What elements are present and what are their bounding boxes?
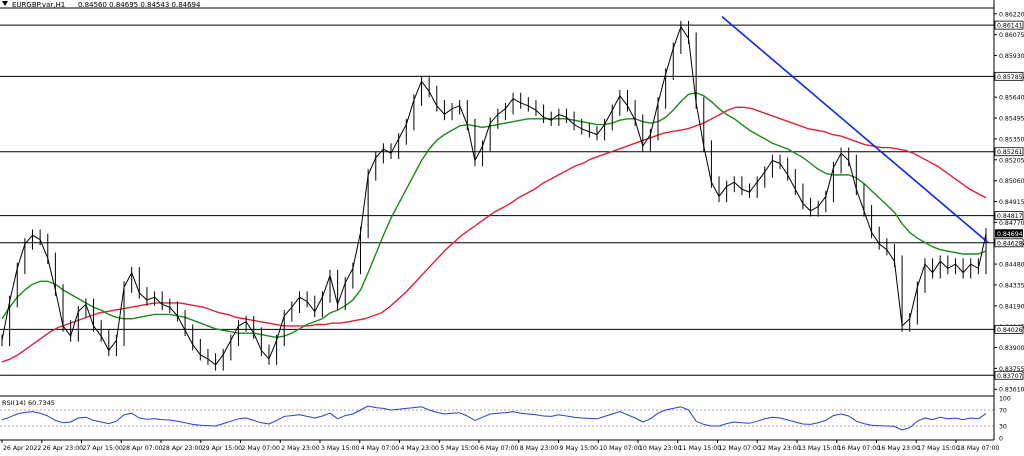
current-price-tag (995, 229, 1023, 238)
price-tick-label: 0.85930 (999, 53, 1024, 60)
time-tick-label: 12 May 23:00 (758, 445, 800, 452)
time-tick-label: 18 May 07:00 (957, 445, 999, 452)
price-tick-label: 0.85205 (999, 157, 1024, 164)
time-tick-label: 29 Apr 15:00 (202, 445, 242, 452)
price-tick-label: 0.85495 (999, 116, 1024, 123)
price-line (1, 25, 987, 366)
price-tick-label: 0.84770 (999, 220, 1024, 227)
level-price-label: 0.85261 (997, 149, 1023, 156)
price-tick-label: 0.85640 (999, 95, 1024, 102)
level-price-tag (994, 20, 1024, 30)
level-price-label: 0.83707 (997, 373, 1023, 380)
price-tick-label: 0.83755 (999, 366, 1024, 373)
time-tick-label: 10 May 07:00 (599, 445, 641, 452)
ma-fast-series (1, 92, 987, 339)
level-price-label: 0.86141 (997, 23, 1023, 30)
time-tick-label: 13 May 15:00 (798, 445, 840, 452)
level-price-label: 0.84026 (997, 327, 1023, 334)
time-tick-label: 26 Apr 2022 (3, 445, 41, 452)
rsi-tick-label: 30 (999, 424, 1007, 431)
price-tick-label: 0.84190 (999, 303, 1024, 310)
level-price-tag (994, 211, 1024, 220)
rsi-axis: 100 70 30 0 (999, 396, 1011, 443)
price-tick-label: 0.85060 (999, 178, 1024, 185)
time-tick-label: 3 May 15:00 (321, 445, 360, 452)
time-tick-label: 26 Apr 23:00 (43, 445, 83, 452)
time-tick-label: 16 May 23:00 (878, 445, 920, 452)
time-axis: 26 Apr 2022 26 Apr 23:00 27 Apr 15:00 28 Ap… (1, 440, 999, 452)
rsi-tick-label: 70 (999, 408, 1007, 415)
level-price-labels: 0.86141 0.85785 0.85261 0.84817 0.84628 0.840… (994, 20, 1024, 380)
price-tick-label: 0.84335 (999, 282, 1024, 289)
level-price-label: 0.85785 (997, 74, 1023, 81)
time-tick-label: 4 May 23:00 (401, 445, 440, 452)
trendline-segment (721, 16, 989, 244)
ma-slow-series (1, 106, 987, 363)
time-tick-label: 16 May 07:00 (838, 445, 880, 452)
time-tick-label: 28 Apr 07:00 (122, 445, 162, 452)
time-tick-label: 28 Apr 23:00 (162, 445, 202, 452)
price-series (1, 20, 987, 371)
level-price-tag (994, 324, 1024, 334)
symbol-dropdown-icon[interactable] (2, 1, 8, 6)
time-tick-label: 8 May 23:00 (520, 445, 559, 452)
price-tick-label: 0.86220 (999, 11, 1024, 18)
price-tick-label: 0.83900 (999, 345, 1024, 352)
symbol-label: EURGBP.var,H1 (12, 1, 65, 9)
level-price-tag (994, 370, 1024, 380)
level-lines (0, 24, 994, 376)
price-tick-label: 0.84480 (999, 262, 1024, 269)
trendline[interactable] (721, 16, 989, 244)
level-price-tag (994, 238, 1024, 248)
time-tick-label: 11 May 15:00 (679, 445, 721, 452)
price-tick-label: 0.86075 (999, 32, 1024, 39)
rsi-tick-label: 0 (999, 436, 1003, 443)
time-tick-label: 27 Apr 15:00 (83, 445, 123, 452)
rsi-tick-label: 100 (999, 396, 1011, 403)
ohlc-readout: 0.84560 0.84695 0.84543 0.84694 (78, 1, 201, 9)
time-tick-label: 12 May 07:00 (719, 445, 761, 452)
price-tick-label: 0.85350 (999, 136, 1024, 143)
level-price-tag (994, 71, 1024, 81)
ma-fast-line (1, 92, 987, 339)
level-price-label: 0.84628 (997, 240, 1023, 247)
time-tick-label: 9 May 15:00 (560, 445, 599, 452)
rsi-line (1, 405, 987, 431)
price-tick-label: 0.84915 (999, 199, 1024, 206)
ma-slow-line (1, 106, 987, 363)
level-price-label: 0.84817 (997, 213, 1023, 220)
time-tick-label: 10 May 23:00 (639, 445, 681, 452)
time-tick-label: 4 May 07:00 (361, 445, 400, 452)
level-price-tag (994, 147, 1024, 157)
rsi-series (0, 405, 994, 431)
time-tick-label: 2 May 23:00 (281, 445, 320, 452)
price-tick-label: 0.83610 (999, 387, 1024, 394)
time-tick-label: 6 May 07:00 (480, 445, 519, 452)
current-price-label: 0.84694 (997, 231, 1023, 238)
time-tick-label: 5 May 15:00 (440, 445, 479, 452)
rsi-label: RSI(14) 60.7345 (2, 399, 55, 407)
time-tick-label: 2 May 07:00 (242, 445, 281, 452)
time-tick-label: 17 May 15:00 (917, 445, 959, 452)
